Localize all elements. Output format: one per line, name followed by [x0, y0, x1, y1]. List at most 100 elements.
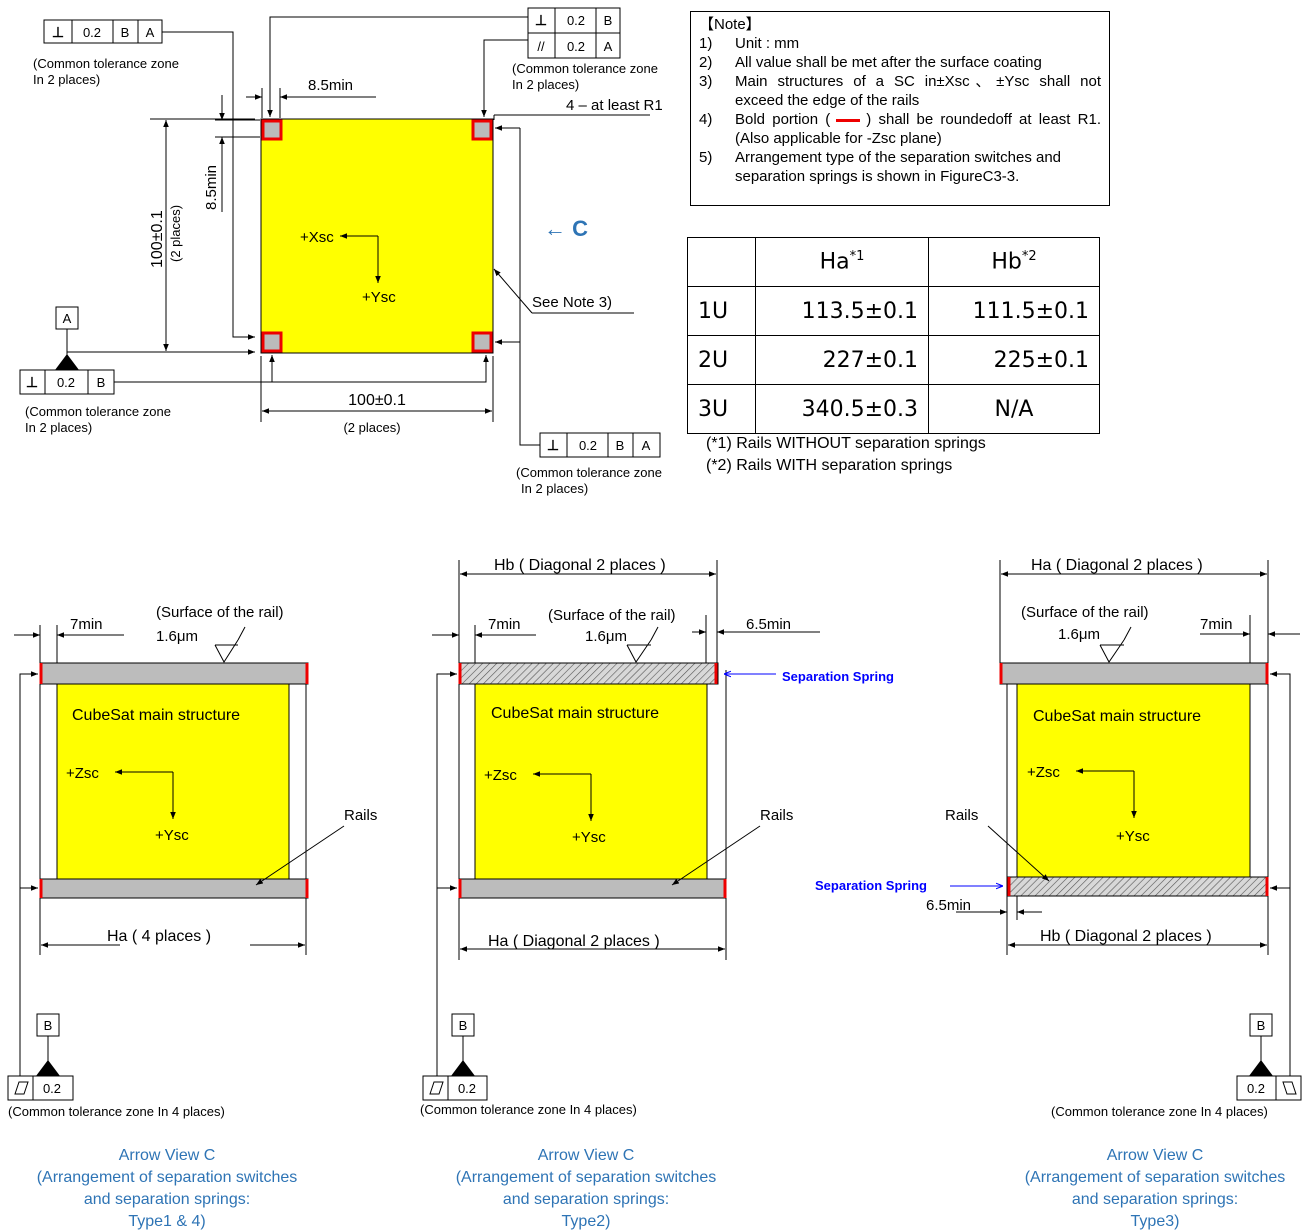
fcf-datum: B	[616, 438, 625, 453]
note-text: ) shall be roundedoff at least R1.(Also …	[735, 111, 1101, 147]
fcf-value: 0.2	[1247, 1081, 1265, 1096]
caption-line: Type3)	[1131, 1213, 1180, 1230]
table-footnote: (*1) Rails WITHOUT separation springs	[706, 435, 986, 452]
hb-dimension: Hb ( Diagonal 2 places )	[494, 557, 666, 574]
note-text: Main structures of a SC in±Xsc、±Ysc shal…	[735, 73, 1101, 109]
flatness-icon	[14, 1081, 29, 1095]
fcf-value: 0.2	[567, 39, 585, 54]
view-type3: Ha ( Diagonal 2 places ) (Surface of the…	[815, 557, 1302, 1230]
fcf-value: 0.2	[57, 375, 75, 390]
table-header-row: Ha*1 Hb*2	[687, 237, 1100, 287]
ha-dimension: Ha ( 4 places )	[107, 928, 211, 945]
structure-label: CubeSat main structure	[72, 707, 240, 724]
datum-b-label: B	[459, 1018, 468, 1033]
note-text: Arrangement type of the separation switc…	[735, 149, 1062, 185]
roughness-label: 1.6μm	[156, 628, 198, 645]
table-cell: 113.5±0.1	[755, 286, 929, 336]
ha-dimension: Ha ( Diagonal 2 places )	[1031, 557, 1203, 574]
flatness-icon	[1282, 1081, 1297, 1095]
axis-ysc-label: +Ysc	[362, 289, 396, 306]
caption-line: and separation springs:	[1072, 1191, 1238, 1208]
fcf-value: 0.2	[43, 1081, 61, 1096]
axis-ysc-label: +Ysc	[572, 829, 606, 846]
note-number: 5)	[699, 149, 713, 166]
tolerance-note: (Common tolerance zone	[33, 56, 179, 71]
flatness-fcf	[1236, 1075, 1302, 1101]
flatness-icon	[429, 1081, 444, 1095]
caption-line: (Arrangement of separation switches	[456, 1169, 717, 1186]
tolerance-note: In 2 places)	[25, 420, 92, 435]
rail-corner	[261, 119, 283, 141]
note-item: 5) Arrangement type of the separation sw…	[699, 148, 1101, 186]
axis-zsc-label: +Zsc	[484, 767, 517, 784]
structure-label: CubeSat main structure	[491, 705, 659, 722]
caption-line: Arrow View C	[1107, 1147, 1204, 1164]
dim-7min: 7min	[488, 616, 521, 633]
table-cell: 225±0.1	[928, 335, 1100, 385]
note-item: 1) Unit : mm	[699, 34, 1101, 53]
note-number: 1)	[699, 35, 713, 52]
rail	[999, 662, 1269, 685]
fcf-symbol: ⊥	[535, 12, 547, 28]
tolerance-note: In 2 places)	[512, 77, 579, 92]
fcf-value: 0.2	[458, 1081, 476, 1096]
note-item: 4) Bold portion () shall be roundedoff a…	[699, 110, 1101, 148]
axis-ysc-label: +Ysc	[155, 827, 189, 844]
note-item: 2) All value shall be met after the surf…	[699, 53, 1101, 72]
table-header: Hb*2	[928, 237, 1100, 287]
table-cell: 340.5±0.3	[755, 384, 929, 434]
separation-spring-label: Separation Spring	[815, 878, 927, 893]
caption-line: Type1 & 4)	[128, 1213, 205, 1230]
fcf-datum: B	[121, 25, 130, 40]
datum-b-label: B	[44, 1018, 53, 1033]
notes-box: 【Note】 1) Unit : mm 2) All value shall b…	[690, 11, 1110, 206]
note-text: All value shall be met after the surface…	[735, 54, 1042, 71]
fcf-symbol: ⊥	[52, 24, 64, 40]
flatness-fcf	[422, 1075, 488, 1101]
top-view: ⊥ 0.2 B A (Common tolerance zone In 2 pl…	[19, 7, 663, 496]
rails-label: Rails	[344, 807, 377, 824]
fcf-value: 0.2	[579, 438, 597, 453]
caption-line: (Arrangement of separation switches	[1025, 1169, 1286, 1186]
rail-corner	[471, 119, 493, 141]
axis-xsc-label: +Xsc	[300, 229, 334, 246]
dim-100-v: 100±0.1	[149, 210, 166, 268]
table-header: Ha*1	[755, 237, 929, 287]
table-header	[687, 237, 756, 287]
caption-line: Type2)	[562, 1213, 611, 1230]
tolerance-note: (Common tolerance zone	[25, 404, 171, 419]
datum-a-label: A	[63, 311, 72, 326]
table-row: 2U 227±0.1 225±0.1	[687, 335, 1100, 385]
dim-8-5min-h: 8.5min	[308, 77, 353, 94]
tolerance-note: (Common tolerance zone	[516, 465, 662, 480]
caption-line: (Arrangement of separation switches	[37, 1169, 298, 1186]
dim-6-5min: 6.5min	[926, 897, 971, 914]
axis-zsc-label: +Zsc	[66, 765, 99, 782]
note-number: 2)	[699, 54, 713, 71]
axis-zsc-label: +Zsc	[1027, 764, 1060, 781]
fcf-symbol: ⊥	[26, 374, 38, 390]
dim-7min: 7min	[70, 616, 103, 633]
fcf-datum: B	[604, 13, 613, 28]
fcf-datum: B	[97, 375, 106, 390]
note-text: Unit : mm	[735, 35, 800, 52]
caption-line: and separation springs:	[84, 1191, 250, 1208]
view-type1: 7min (Surface of the rail) 1.6μm CubeSat…	[7, 604, 377, 1230]
fcf-top-left: ⊥ 0.2 B A	[43, 19, 163, 44]
fcf-datum: A	[642, 438, 651, 453]
structure-label: CubeSat main structure	[1033, 708, 1201, 725]
dim-8-5min-v: 8.5min	[203, 165, 220, 210]
tolerance-note: (Common tolerance zone In 4 places)	[8, 1104, 225, 1119]
fcf-symbol: //	[537, 39, 545, 54]
dim-100-h-places: (2 places)	[343, 420, 400, 435]
tolerance-note: (Common tolerance zone In 4 places)	[420, 1102, 637, 1117]
table-cell: 2U	[687, 335, 756, 385]
dim-7min: 7min	[1200, 616, 1233, 633]
table-row: 3U 340.5±0.3 N/A	[687, 384, 1100, 434]
corner-radius-note: 4 – at least R1	[566, 97, 663, 114]
table-cell: 111.5±0.1	[928, 286, 1100, 336]
fcf-top-right: ⊥ 0.2 B // 0.2 A	[527, 7, 621, 59]
table-cell: 227±0.1	[755, 335, 929, 385]
surface-label: (Surface of the rail)	[1021, 604, 1149, 621]
